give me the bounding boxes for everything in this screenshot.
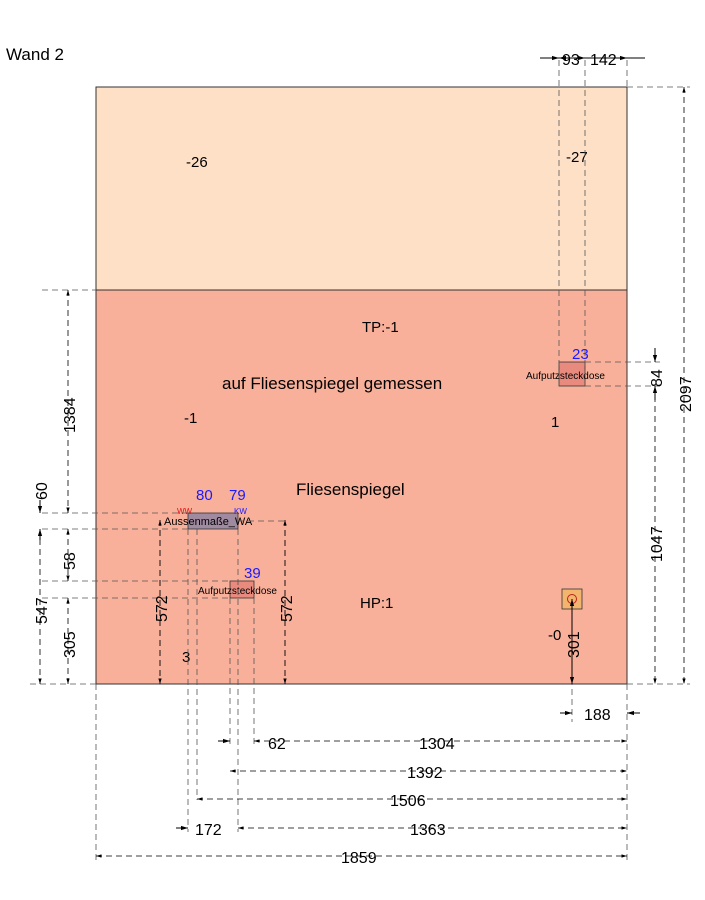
dim-bottom-62: 62 (268, 736, 286, 753)
ww-marker: WW (177, 507, 193, 516)
dim-bottom-1304: 1304 (419, 736, 455, 753)
tile-label: Fliesenspiegel (296, 480, 405, 499)
dim-bottom-172: 172 (195, 822, 222, 839)
dim-left-547: 547 (34, 597, 51, 624)
dim-inner-572-right: 572 (279, 595, 296, 622)
outlet-top-right-size: 23 (572, 346, 589, 363)
right-value: 1 (551, 414, 559, 431)
outlet-mid-size: 39 (244, 565, 261, 582)
drawing-title: Wand 2 (6, 45, 64, 64)
outside-wa-right-size: 79 (229, 487, 246, 504)
dimension-lines (37, 55, 686, 858)
dim-inner-572-left: 572 (154, 595, 171, 622)
dim-bottom-1392: 1392 (407, 765, 443, 782)
dim-left-1384: 1384 (62, 397, 79, 433)
upper-left-value: -26 (186, 154, 208, 171)
hp-label: HP:1 (360, 595, 393, 612)
outside-wa-label: Aussenmaße_WA (164, 516, 253, 528)
outlet-top-right-label: Aufputzsteckdose (526, 371, 605, 382)
dim-left-58: 58 (62, 552, 79, 570)
outlet-top-right (558, 361, 586, 387)
left-value: -1 (184, 410, 197, 427)
dim-bottom-188: 188 (584, 707, 611, 724)
bottom-left-value: 3 (182, 649, 190, 666)
upper-right-value: -27 (566, 149, 588, 166)
outlet-mid (229, 580, 255, 599)
dim-right-84: 84 (649, 369, 666, 387)
dim-bottom-1506: 1506 (390, 793, 426, 810)
dim-bottom-1363: 1363 (410, 822, 446, 839)
upper-wall-area (95, 86, 628, 291)
dim-right-2097: 2097 (678, 376, 695, 412)
dim-top-142: 142 (590, 52, 617, 69)
dim-bottom-1859: 1859 (341, 850, 377, 867)
tp-label: TP:-1 (362, 319, 399, 336)
measured-note: auf Fliesenspiegel gemessen (222, 374, 442, 393)
dim-left-305: 305 (62, 631, 79, 658)
dim-left-60: 60 (34, 482, 51, 500)
dim-inner-301: 301 (566, 631, 583, 658)
dim-top-93: 93 (562, 52, 580, 69)
bottom-right-value: -0 (548, 627, 561, 644)
tile-area (95, 289, 628, 685)
kw-marker: KW (234, 507, 247, 516)
outside-wa-left-size: 80 (196, 487, 213, 504)
dim-right-1047: 1047 (649, 526, 666, 562)
